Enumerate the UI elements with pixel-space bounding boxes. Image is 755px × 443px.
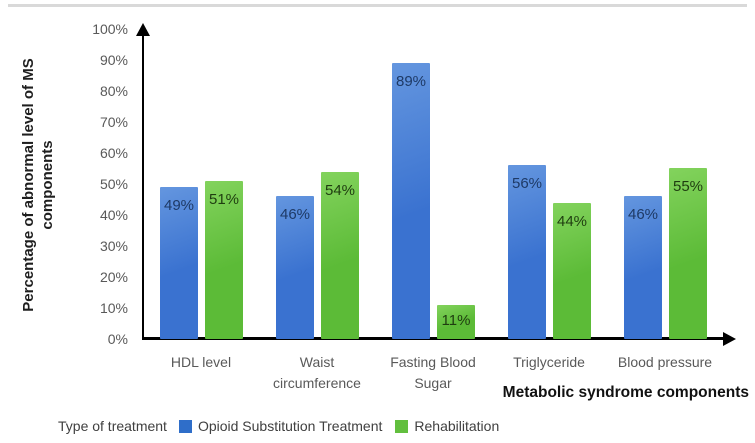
bar: 89%	[392, 63, 430, 339]
category-label: Triglyceride	[513, 354, 585, 370]
legend-swatch-icon	[178, 419, 192, 433]
bar-value-label: 46%	[279, 206, 311, 223]
bar: 56%	[508, 165, 546, 339]
bar-value-label: 46%	[627, 206, 659, 223]
y-tick-label: 60%	[99, 145, 128, 161]
category-label: Blood pressure	[617, 354, 713, 370]
category-label: HDL level	[170, 354, 232, 370]
y-tick-label: 10%	[99, 300, 128, 316]
bar: 55%	[669, 168, 707, 339]
bar: 51%	[205, 181, 243, 339]
x-axis-title: Metabolic syndrome components	[502, 384, 749, 401]
category-label: Fasting Blood Sugar	[390, 354, 476, 391]
bar: 46%	[624, 196, 662, 339]
y-tick-label: 90%	[99, 52, 128, 68]
bar-value-label: 49%	[163, 197, 195, 214]
legend-item: Opioid Substitution Treatment	[178, 418, 383, 434]
legend-title: Type of treatment	[58, 418, 167, 434]
y-tick-label: 50%	[99, 176, 128, 192]
bar: 46%	[276, 196, 314, 339]
bar: 49%	[160, 187, 198, 339]
y-tick-label: 70%	[99, 114, 128, 130]
y-tick-label: 40%	[99, 207, 128, 223]
legend-swatch-icon	[395, 419, 409, 433]
x-axis-line	[142, 337, 724, 340]
y-axis-title: Percentage of abnormal level of MS compo…	[20, 58, 56, 312]
figure-top-divider	[8, 4, 747, 7]
chart-legend: Type of treatment Opioid Substitution Tr…	[58, 416, 512, 436]
y-axis-line	[142, 34, 144, 338]
y-tick-label: 20%	[99, 269, 128, 285]
x-axis-arrow-icon	[723, 332, 736, 346]
bar-value-label: 11%	[441, 312, 471, 329]
bar: 54%	[321, 172, 359, 339]
bar-value-label: 55%	[672, 178, 704, 195]
y-axis-arrow-icon	[136, 23, 150, 36]
legend-items: Opioid Substitution Treatment Rehabilitat…	[178, 418, 512, 434]
legend-label: Rehabilitation	[414, 418, 500, 434]
legend-item: Rehabilitation	[395, 418, 499, 434]
y-tick-label: 30%	[99, 238, 128, 254]
bar-value-label: 44%	[556, 213, 588, 230]
y-tick-label: 0%	[107, 331, 128, 347]
bar: 11%	[437, 305, 475, 339]
legend-label: Opioid Substitution Treatment	[197, 418, 383, 434]
y-tick-label: 100%	[92, 21, 128, 37]
bar-value-label: 51%	[208, 191, 240, 208]
bar-value-label: 56%	[511, 175, 543, 192]
category-label: Waist circumference	[273, 354, 361, 391]
y-tick-label: 80%	[99, 83, 128, 99]
bar: 44%	[553, 203, 591, 339]
bar-value-label: 54%	[324, 182, 356, 199]
bar-value-label: 89%	[395, 73, 427, 90]
